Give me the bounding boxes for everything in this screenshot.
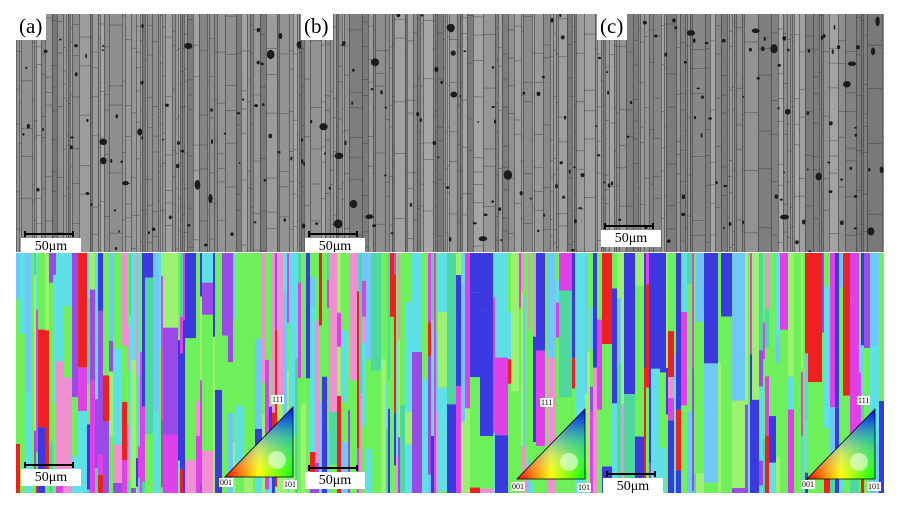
sem-image-b: [301, 14, 597, 252]
panel-label-c: (c): [597, 14, 628, 40]
scale-bar-label: 50μm: [305, 472, 365, 489]
ipf-label-101: 101: [577, 483, 591, 492]
ipf-triangle: [224, 406, 294, 478]
ipf-label-101: 101: [867, 482, 881, 491]
scale-bar-sem-c: 50μm: [601, 223, 661, 247]
ipf-label-101: 101: [283, 480, 297, 489]
ipf-triangle: [516, 408, 586, 480]
sem-panel-c: (c) 50μm: [597, 14, 884, 252]
panel-label-b: (b): [301, 14, 333, 40]
scale-bar-label: 50μm: [601, 230, 661, 247]
ipf-label-001: 001: [511, 482, 525, 491]
ipf-legend-b: 111 001 101: [511, 394, 593, 492]
ipf-label-111: 111: [271, 395, 285, 404]
scale-bar-ebsd-b: 50μm: [305, 465, 365, 489]
ebsd-panel-c: 50μm 111 001 101: [597, 253, 884, 493]
sem-image-c: [597, 14, 884, 252]
scale-bar-label: 50μm: [305, 238, 365, 252]
scale-bar-label: 50μm: [21, 238, 81, 252]
sem-panel-a: (a) 50μm: [16, 14, 301, 252]
sem-panel-b: (b) 50μm: [301, 14, 597, 252]
scale-bar-ebsd-c: 50μm: [603, 471, 663, 493]
scale-bar-sem-b: 50μm: [305, 231, 365, 252]
sem-image-a: [16, 14, 301, 252]
ebsd-panel-a: 50μm 111 001 101: [16, 253, 301, 493]
ipf-label-001: 001: [801, 480, 815, 489]
scale-bar-ebsd-a: 50μm: [21, 462, 81, 486]
ipf-legend-a: 111 001 101: [219, 392, 301, 490]
ebsd-panel-b: 50μm 111 001 101: [301, 253, 597, 493]
ipf-label-001: 001: [219, 478, 233, 487]
panel-label-a: (a): [16, 14, 47, 40]
ebsd-map-a: [16, 253, 301, 493]
scale-bar-sem-a: 50μm: [21, 231, 81, 252]
ipf-label-111: 111: [540, 398, 554, 407]
scale-bar-label: 50μm: [603, 478, 663, 493]
scale-bar-label: 50μm: [21, 469, 81, 486]
ipf-triangle: [806, 408, 876, 480]
ipf-legend-c: 111 001 101: [801, 394, 883, 492]
ipf-label-111: 111: [857, 396, 871, 405]
